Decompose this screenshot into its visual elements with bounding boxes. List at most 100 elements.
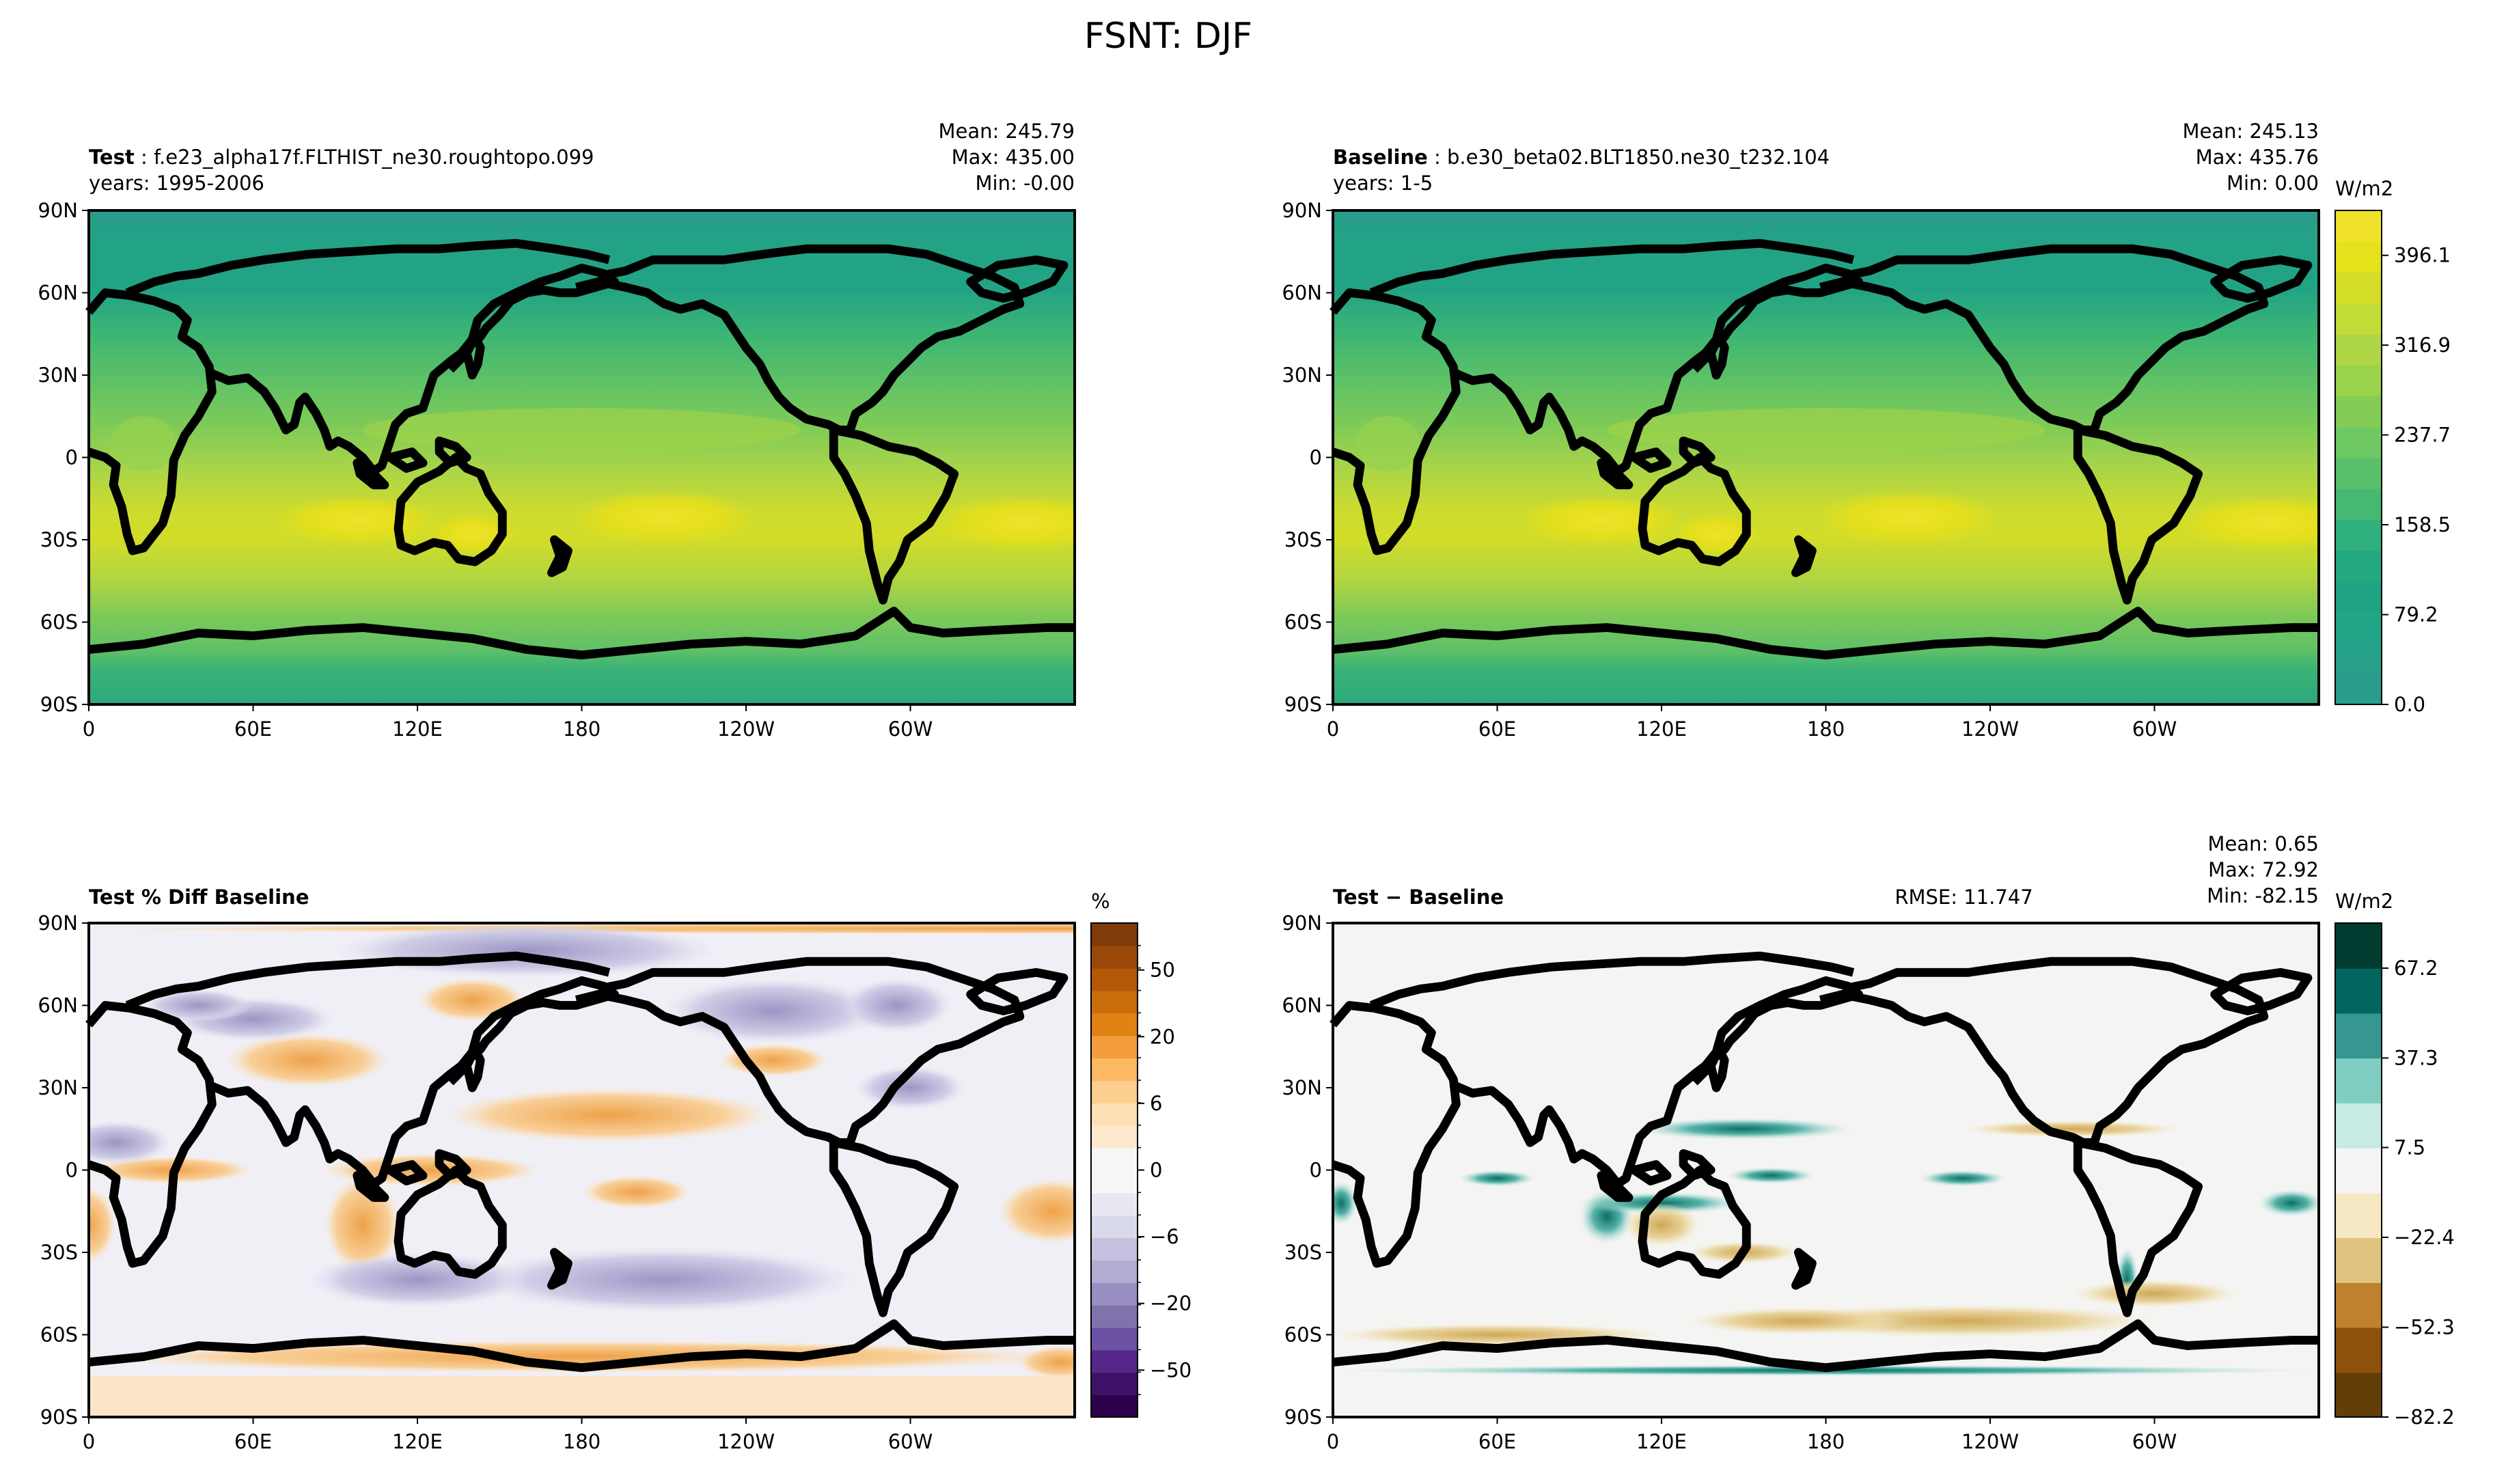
colorbar-tick-label: −50 — [1150, 1358, 1192, 1382]
panel-title-bold: Test — [89, 146, 135, 169]
colorbar-level — [1091, 1035, 1138, 1059]
colorbar-level — [2335, 210, 2382, 243]
colorbar-level — [2335, 612, 2382, 644]
panel-title-rest: : f.e23_alpha17f.FLTHIST_ne30.roughtopo.… — [135, 146, 594, 169]
colorbar-tick-label: 158.5 — [2394, 513, 2451, 536]
colorbar-diff: W/m2 67.2 37.3 7.5 −22.4 −52.3 −82.2 — [2334, 890, 2455, 1429]
colorbar-level — [2335, 1058, 2382, 1103]
field-feature — [445, 1088, 774, 1143]
field-feature — [2258, 1189, 2319, 1217]
lon-tick-label: 120E — [1636, 717, 1687, 741]
map-field — [89, 923, 1075, 1417]
colorbar-level — [1091, 1170, 1138, 1194]
colorbar-tick-label: 7.5 — [2394, 1136, 2425, 1159]
lat-tick-label: 90N — [38, 199, 78, 222]
panel-header-3: Test − Baseline Mean: 0.65 Max: 72.92 Min: … — [1333, 832, 2319, 909]
panel-title: Test : f.e23_alpha17f.FLTHIST_ne30.rough… — [89, 146, 594, 169]
lon-tick-label: 180 — [563, 717, 601, 741]
panel-stat: Max: 435.76 — [2196, 146, 2319, 169]
panel-stat: Max: 72.92 — [2208, 858, 2319, 881]
colorbar-level — [1091, 1237, 1138, 1261]
colorbar-level — [1091, 1282, 1138, 1306]
lat-tick-label: 90S — [40, 1405, 78, 1429]
lon-tick-label: 120W — [717, 1430, 775, 1453]
field-feature — [718, 1043, 829, 1077]
field-feature — [570, 490, 758, 546]
panel-stat: Max: 435.00 — [952, 146, 1075, 169]
colorbar-tick-label: 316.9 — [2394, 333, 2451, 357]
panel-header-0: Test : f.e23_alpha17f.FLTHIST_ne30.rough… — [89, 120, 1075, 195]
colorbar-level — [2335, 457, 2382, 489]
lat-tick-label: 30S — [40, 528, 78, 551]
colorbar-level — [2335, 1327, 2382, 1373]
lon-tick-label: 60E — [234, 717, 272, 741]
colorbar-level — [2335, 673, 2382, 705]
field-feature — [307, 1252, 527, 1308]
panel-stat: Min: -0.00 — [976, 171, 1075, 195]
colorbar-level — [2335, 333, 2382, 366]
field-feature — [1606, 408, 2046, 452]
colorbar-tick-label: 79.2 — [2394, 603, 2438, 627]
panel-title-bold: Baseline — [1333, 146, 1428, 169]
colorbar-level — [1091, 1215, 1138, 1239]
lat-tick-label: 90N — [38, 911, 78, 935]
lon-tick-label: 60E — [1478, 1430, 1516, 1453]
lat-tick-label: 30N — [1282, 1076, 1322, 1099]
colorbar-level — [1091, 1125, 1138, 1149]
panel-header-2: Test % Diff Baseline — [89, 885, 309, 909]
field-feature — [1459, 1170, 1536, 1187]
lon-tick-label: 120W — [1961, 717, 2019, 741]
lat-tick-label: 0 — [1310, 446, 1322, 469]
colorbar-tick-label: −52.3 — [2394, 1316, 2455, 1339]
lat-tick-label: 30N — [38, 363, 78, 387]
colorbar-level — [1091, 990, 1138, 1014]
lon-tick-label: 0 — [1327, 1430, 1339, 1453]
lon-tick-label: 120E — [1636, 1430, 1687, 1453]
colorbar-tick-label: −82.2 — [2394, 1405, 2455, 1429]
colorbar-level — [2335, 396, 2382, 428]
lat-tick-label: 60N — [1282, 994, 1322, 1017]
lat-tick-label: 0 — [1310, 1159, 1322, 1182]
field-feature — [225, 1032, 390, 1088]
lat-tick-label: 30S — [1284, 528, 1322, 551]
colorbar-level — [1091, 1102, 1138, 1126]
colorbar-tick-label: 237.7 — [2394, 424, 2451, 447]
lon-tick-label: 180 — [1807, 1430, 1845, 1453]
lat-tick-label: 90S — [40, 693, 78, 716]
colorbar-baseline: W/m2 396.1 316.9 237.7 158.5 79.2 0.0 — [2334, 177, 2451, 716]
field-feature — [581, 1175, 691, 1209]
colorbar-level — [2335, 923, 2382, 969]
field-feature — [89, 1186, 117, 1264]
field-feature — [1918, 1170, 2007, 1187]
colorbar-level — [2335, 642, 2382, 674]
lat-tick-label: 90S — [1284, 1405, 1322, 1429]
panel-rmse: RMSE: 11.747 — [1895, 885, 2033, 909]
field-feature — [2072, 1280, 2237, 1308]
lon-tick-label: 60W — [2132, 717, 2177, 741]
panel-title: Test − Baseline — [1333, 885, 1504, 909]
colorbar-level — [2335, 1237, 2382, 1283]
lon-tick-label: 0 — [1327, 717, 1339, 741]
lon-tick-label: 60W — [2132, 1430, 2177, 1453]
colorbar-tick-label: −22.4 — [2394, 1226, 2455, 1249]
colorbar-level — [2335, 581, 2382, 613]
field-feature — [842, 978, 952, 1033]
colorbar-level — [1091, 1394, 1138, 1418]
field-feature — [111, 416, 177, 471]
colorbar-tick-label: 6 — [1150, 1092, 1162, 1115]
field-feature — [1962, 1121, 2182, 1138]
field-feature — [932, 495, 1075, 551]
lon-tick-label: 0 — [83, 717, 95, 741]
field-feature — [1689, 1307, 1908, 1335]
colorbar-unit: W/m2 — [2335, 177, 2393, 200]
lon-tick-label: 120W — [717, 717, 775, 741]
lon-tick-label: 120E — [392, 717, 443, 741]
lat-tick-label: 60S — [1284, 611, 1322, 634]
lat-tick-label: 60N — [1282, 281, 1322, 305]
field-feature — [1815, 490, 2002, 546]
colorbar-unit: % — [1091, 890, 1110, 913]
colorbar-level — [2335, 519, 2382, 551]
lat-tick-label: 30N — [38, 1076, 78, 1099]
colorbar-level — [1091, 1327, 1138, 1351]
